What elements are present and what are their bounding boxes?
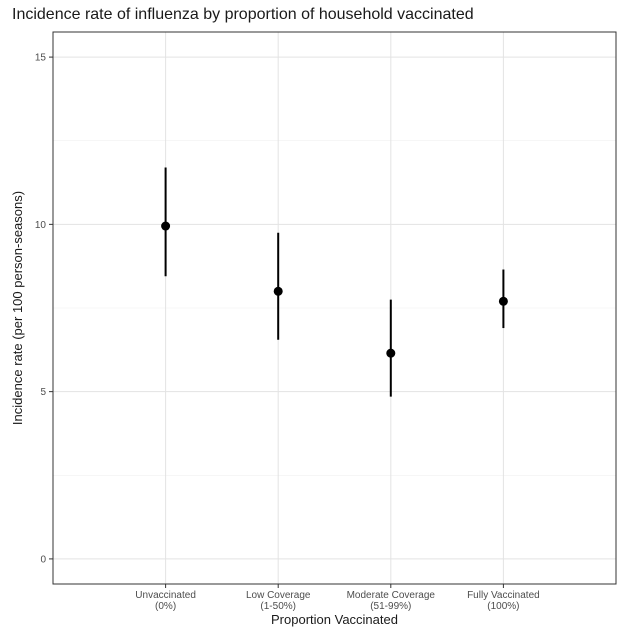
chart-title: Incidence rate of influenza by proportio…	[12, 6, 474, 23]
x-tick-label-line: Unvaccinated	[135, 590, 196, 601]
x-tick-label: Low Coverage (1-50%)	[246, 590, 311, 612]
axis-ticks: 0 5 10 15 Unvaccinated (0%) Low Coverage (1-50%…	[35, 53, 540, 612]
data-point	[498, 296, 508, 306]
x-tick-label-line: (51-99%)	[370, 601, 411, 612]
y-tick-label: 10	[35, 220, 47, 231]
data-point	[273, 286, 283, 296]
y-tick-label: 5	[40, 387, 46, 398]
x-tick-label-line: Moderate Coverage	[347, 590, 436, 601]
x-tick-label-line: (100%)	[487, 601, 519, 612]
x-tick-label-line: (1-50%)	[260, 601, 296, 612]
x-axis-title: Proportion Vaccinated	[271, 612, 398, 627]
y-tick-label: 15	[35, 53, 47, 64]
y-axis-title: Incidence rate (per 100 person-seasons)	[10, 191, 25, 425]
x-tick-label-line: Low Coverage	[246, 590, 311, 601]
y-tick-label: 0	[40, 554, 46, 565]
x-tick-label: Unvaccinated (0%)	[135, 590, 196, 612]
x-tick-label: Fully Vaccinated (100%)	[467, 590, 540, 612]
data-point	[161, 221, 171, 231]
data-point	[386, 348, 396, 358]
x-tick-label: Moderate Coverage (51-99%)	[347, 590, 436, 612]
panel-border	[52, 31, 617, 585]
grid-lines	[53, 32, 616, 584]
x-tick-label-line: Fully Vaccinated	[467, 590, 540, 601]
data-marks	[161, 167, 508, 397]
x-tick-label-line: (0%)	[155, 601, 176, 612]
